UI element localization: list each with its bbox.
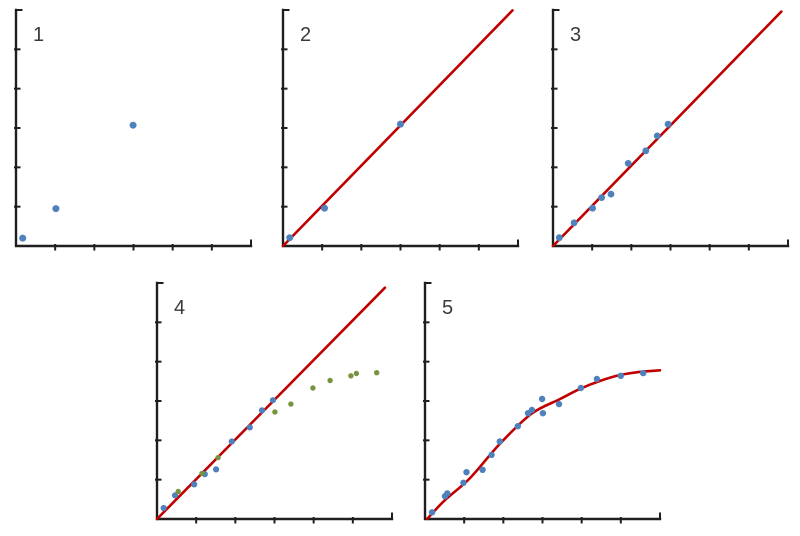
data-point <box>321 204 328 212</box>
data-point <box>624 160 632 167</box>
data-point <box>488 451 495 459</box>
data-point <box>444 490 451 497</box>
data-point <box>213 466 220 473</box>
data-point <box>19 234 27 242</box>
data-point <box>555 234 563 242</box>
data-point <box>374 370 380 376</box>
panel-1: 1 <box>14 8 253 251</box>
data-point <box>496 438 503 445</box>
data-point <box>272 409 278 415</box>
data-point <box>653 132 661 140</box>
data-point <box>175 488 181 495</box>
data-point <box>539 410 547 417</box>
panel-5-ticks <box>423 282 661 524</box>
data-point <box>428 509 436 516</box>
panel-4-fit-line <box>155 286 387 521</box>
panel-3-series-observations <box>555 120 672 242</box>
data-point <box>129 121 137 129</box>
panel-4-ticks <box>155 282 393 524</box>
data-point <box>288 401 294 407</box>
data-point <box>171 492 179 499</box>
data-point <box>598 194 605 202</box>
panel-label-1: 1 <box>33 24 44 46</box>
data-point <box>664 120 672 128</box>
panel-label-4: 4 <box>174 297 185 319</box>
data-point <box>246 424 253 431</box>
panel-1-ticks <box>14 9 252 251</box>
panel-1-series-observations <box>19 121 137 242</box>
data-point <box>348 373 354 379</box>
data-point <box>460 479 467 486</box>
data-point <box>617 372 624 379</box>
panel-5-fit-curve <box>425 369 662 521</box>
data-point <box>528 406 536 414</box>
data-point <box>538 395 546 403</box>
panel-4-series-observations-extended-range <box>175 370 380 495</box>
data-point <box>514 423 521 430</box>
data-point <box>269 397 276 404</box>
data-point <box>215 454 221 461</box>
data-point <box>479 466 486 473</box>
data-point <box>258 407 266 414</box>
panel-5: 5 <box>423 281 662 524</box>
data-point <box>577 384 585 392</box>
data-point <box>642 147 650 155</box>
panel-3-fit-line <box>551 10 783 248</box>
panel-2-fit-line <box>281 9 514 248</box>
panel-2-ticks <box>281 9 519 251</box>
data-point <box>589 204 596 212</box>
data-point <box>353 370 360 377</box>
data-point <box>199 470 205 477</box>
data-point <box>593 375 601 383</box>
panel-3-ticks <box>551 9 789 251</box>
data-point <box>160 504 167 512</box>
data-point <box>228 438 235 445</box>
data-point <box>310 385 316 391</box>
data-point <box>397 120 404 128</box>
panel-2: 2 <box>281 8 520 251</box>
panel-label-2: 2 <box>300 24 311 46</box>
data-point <box>52 205 60 213</box>
data-point <box>555 400 563 408</box>
data-point <box>191 481 198 488</box>
panel-3: 3 <box>551 8 790 251</box>
data-point <box>640 369 647 377</box>
data-point <box>327 377 333 384</box>
data-point <box>463 469 470 476</box>
data-point <box>286 234 294 242</box>
panel-4: 4 <box>155 281 394 524</box>
panel-label-5: 5 <box>442 297 453 319</box>
panel-5-series-observations <box>428 369 647 516</box>
data-point <box>570 219 578 227</box>
panel-2-series-observations <box>286 120 404 242</box>
panel-label-3: 3 <box>570 24 581 46</box>
data-point <box>607 190 615 198</box>
